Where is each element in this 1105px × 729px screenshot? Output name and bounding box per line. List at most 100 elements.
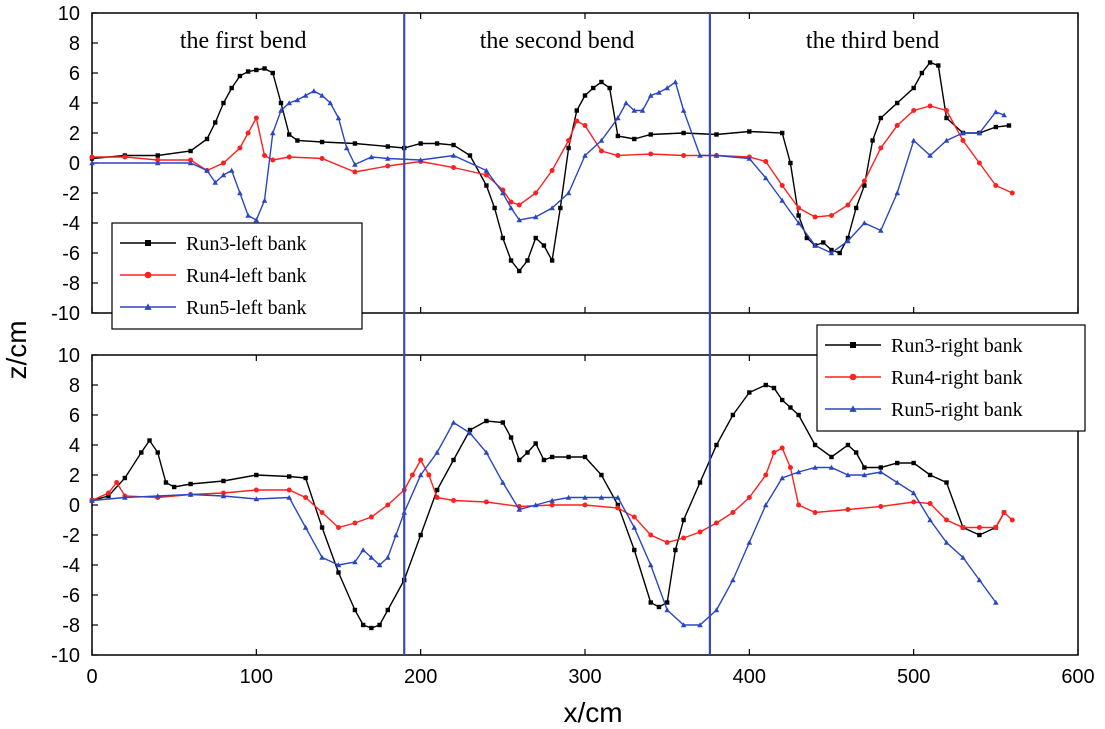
data-point xyxy=(253,115,259,121)
data-point xyxy=(829,454,834,460)
y-tick-label: -8 xyxy=(62,273,80,295)
y-tick-label: -4 xyxy=(62,213,80,235)
data-point xyxy=(516,202,522,208)
data-point xyxy=(598,494,605,500)
data-point xyxy=(418,532,423,538)
data-point xyxy=(335,562,342,568)
data-point xyxy=(779,445,785,451)
data-point xyxy=(105,490,111,496)
series-line xyxy=(91,447,1013,544)
data-point xyxy=(812,242,818,248)
data-point xyxy=(574,118,580,124)
data-point xyxy=(878,227,884,233)
data-point xyxy=(936,63,941,68)
data-point xyxy=(517,457,522,463)
data-point xyxy=(352,161,358,167)
data-point xyxy=(862,465,867,470)
data-point xyxy=(780,397,785,403)
data-point xyxy=(483,449,490,455)
data-point xyxy=(467,427,473,433)
data-point xyxy=(681,517,686,523)
data-point xyxy=(319,92,325,98)
data-point xyxy=(269,130,276,136)
data-point xyxy=(500,190,506,196)
data-point xyxy=(960,130,966,136)
data-point xyxy=(623,100,629,106)
data-point xyxy=(385,554,391,560)
data-point xyxy=(927,152,933,158)
data-point xyxy=(467,430,473,436)
data-point xyxy=(204,136,210,142)
data-point xyxy=(393,532,399,538)
data-point xyxy=(927,472,933,478)
data-point xyxy=(960,554,966,560)
data-point xyxy=(656,604,662,610)
data-point xyxy=(147,438,152,443)
data-point xyxy=(788,405,793,410)
data-point xyxy=(352,141,358,146)
data-point xyxy=(853,205,859,211)
data-point xyxy=(895,100,900,106)
data-point xyxy=(287,132,292,137)
data-point xyxy=(155,153,160,158)
y-tick-label: 6 xyxy=(69,405,80,427)
data-point xyxy=(262,66,267,71)
data-point xyxy=(747,129,752,134)
data-point xyxy=(295,138,300,143)
data-point xyxy=(352,520,358,526)
data-point xyxy=(139,450,144,455)
data-point xyxy=(993,525,999,530)
data-point xyxy=(615,505,621,511)
data-point xyxy=(861,178,867,184)
data-point xyxy=(664,600,670,605)
data-point xyxy=(598,148,604,154)
legend-label: Run5-left bank xyxy=(186,297,307,319)
data-point xyxy=(878,115,883,121)
data-point xyxy=(894,123,900,128)
y-tick-label: 10 xyxy=(58,3,80,25)
data-point xyxy=(746,155,753,161)
data-point xyxy=(631,514,637,520)
data-point xyxy=(870,138,875,143)
data-point xyxy=(245,130,251,136)
data-point xyxy=(220,490,226,496)
data-point xyxy=(204,167,210,173)
data-point xyxy=(993,109,999,115)
data-point xyxy=(582,93,588,98)
data-point xyxy=(500,235,506,241)
data-point xyxy=(245,69,251,74)
data-point xyxy=(483,499,489,505)
data-point xyxy=(369,625,374,631)
data-point xyxy=(541,243,547,248)
data-point xyxy=(829,247,834,253)
x-tick-label: 600 xyxy=(1061,666,1094,688)
data-point xyxy=(220,160,226,166)
x-tick-label: 300 xyxy=(568,666,601,688)
data-point xyxy=(154,160,161,166)
legend-box xyxy=(816,324,1086,432)
data-point xyxy=(451,165,457,170)
legend-right: Run3-right bank Run4-right bank Run5-right… xyxy=(816,324,1086,432)
data-point xyxy=(278,107,284,113)
data-point xyxy=(319,554,325,560)
data-point xyxy=(812,510,818,515)
data-point xyxy=(582,152,588,158)
data-point xyxy=(944,108,950,113)
data-point xyxy=(188,157,194,163)
y-tick-label: -8 xyxy=(62,615,80,637)
data-point xyxy=(697,622,703,628)
legends: the first bend the second bend the third b… xyxy=(111,28,1086,432)
data-point xyxy=(911,108,917,113)
data-point xyxy=(911,85,916,91)
data-point xyxy=(336,525,341,530)
data-point xyxy=(549,502,555,508)
x-tick-label: 200 xyxy=(404,666,437,688)
data-point xyxy=(89,160,95,166)
data-point xyxy=(385,144,390,149)
data-point xyxy=(171,484,177,490)
legend-marker xyxy=(144,303,152,310)
data-point xyxy=(106,493,111,499)
x-axis-title: x/cm xyxy=(563,697,622,728)
y-tick-label: -10 xyxy=(51,303,80,325)
data-point xyxy=(943,539,950,545)
